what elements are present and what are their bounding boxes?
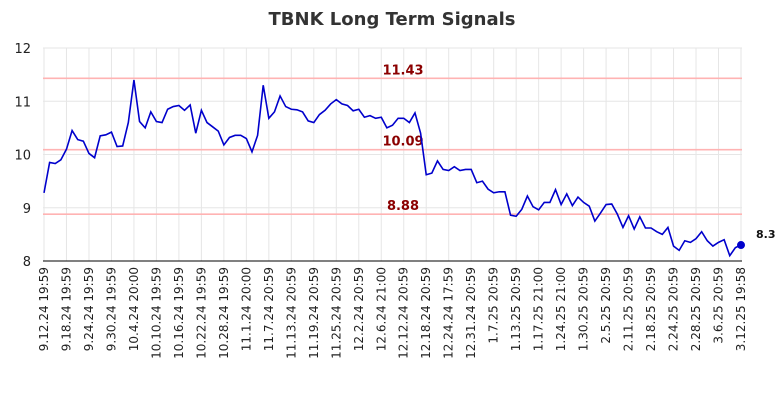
x-tick-label: 11.25.24 20:59 xyxy=(329,267,343,359)
last-value: 8.3 xyxy=(737,228,776,250)
x-tick-label: 10.22.24 19:59 xyxy=(194,267,208,359)
x-tick-label: 2.11.25 20:59 xyxy=(622,267,636,351)
reference-lines: 11.43 10.09 8.88 xyxy=(43,63,742,215)
reference-line-label: 11.43 xyxy=(382,63,423,78)
x-tick-label: 9.30.24 19:59 xyxy=(104,267,118,351)
x-tick-label: 12.31.24 20:59 xyxy=(464,267,478,359)
y-tick-label: 9 xyxy=(23,202,31,217)
x-tick-label: 9.12.24 19:59 xyxy=(37,267,51,351)
x-tick-label: 1.13.25 20:59 xyxy=(509,267,523,351)
y-axis-ticks: 8 9 10 11 12 xyxy=(14,42,31,270)
x-tick-label: 10.16.24 19:59 xyxy=(172,267,186,359)
x-tick-label: 1.30.25 20:59 xyxy=(577,267,591,351)
reference-line-label: 10.09 xyxy=(382,135,423,150)
x-tick-label: 1.17.25 21:00 xyxy=(532,267,546,351)
x-tick-label: 1.24.25 21:00 xyxy=(554,267,568,351)
y-tick-label: 10 xyxy=(14,149,31,164)
y-tick-label: 12 xyxy=(14,42,31,57)
x-tick-label: 10.10.24 19:59 xyxy=(149,267,163,359)
x-tick-label: 2.5.25 20:59 xyxy=(599,267,613,344)
x-tick-label: 12.6.24 21:00 xyxy=(374,267,388,351)
x-tick-label: 12.2.24 20:59 xyxy=(352,267,366,351)
x-tick-label: 12.18.24 20:59 xyxy=(419,267,433,359)
series-line xyxy=(43,79,742,258)
last-value-marker xyxy=(737,241,745,250)
last-value-label: 8.3 xyxy=(756,228,776,241)
x-tick-label: 11.19.24 20:59 xyxy=(307,267,321,359)
x-tick-label: 12.24.24 17:59 xyxy=(442,267,456,359)
reference-line-label: 8.88 xyxy=(387,199,419,214)
x-tick-label: 9.24.24 19:59 xyxy=(82,267,96,351)
x-tick-label: 2.28.25 20:59 xyxy=(689,267,703,351)
x-tick-label: 11.13.24 20:59 xyxy=(284,267,298,359)
x-tick-label: 2.18.25 20:59 xyxy=(644,267,658,351)
x-tick-label: 1.7.25 20:59 xyxy=(487,267,501,344)
grid xyxy=(43,47,742,262)
y-tick-label: 11 xyxy=(14,95,31,110)
x-tick-label: 3.12.25 19:58 xyxy=(734,267,748,351)
chart-title: TBNK Long Term Signals xyxy=(269,9,516,30)
x-tick-label: 10.28.24 19:59 xyxy=(217,267,231,359)
x-tick-label: 11.1.24 20:00 xyxy=(239,267,253,351)
x-tick-label: 3.6.25 20:59 xyxy=(712,267,726,344)
x-tick-label: 11.7.24 20:59 xyxy=(262,267,276,351)
x-tick-label: 2.24.25 20:59 xyxy=(667,267,681,351)
x-tick-label: 12.12.24 20:59 xyxy=(397,267,411,359)
x-axis-ticks: 9.12.24 19:59 9.18.24 19:59 9.24.24 19:59 9… xyxy=(37,267,748,359)
x-tick-label: 9.18.24 19:59 xyxy=(59,267,73,351)
x-tick-label: 10.4.24 20:00 xyxy=(127,267,141,351)
y-tick-label: 8 xyxy=(23,255,31,270)
